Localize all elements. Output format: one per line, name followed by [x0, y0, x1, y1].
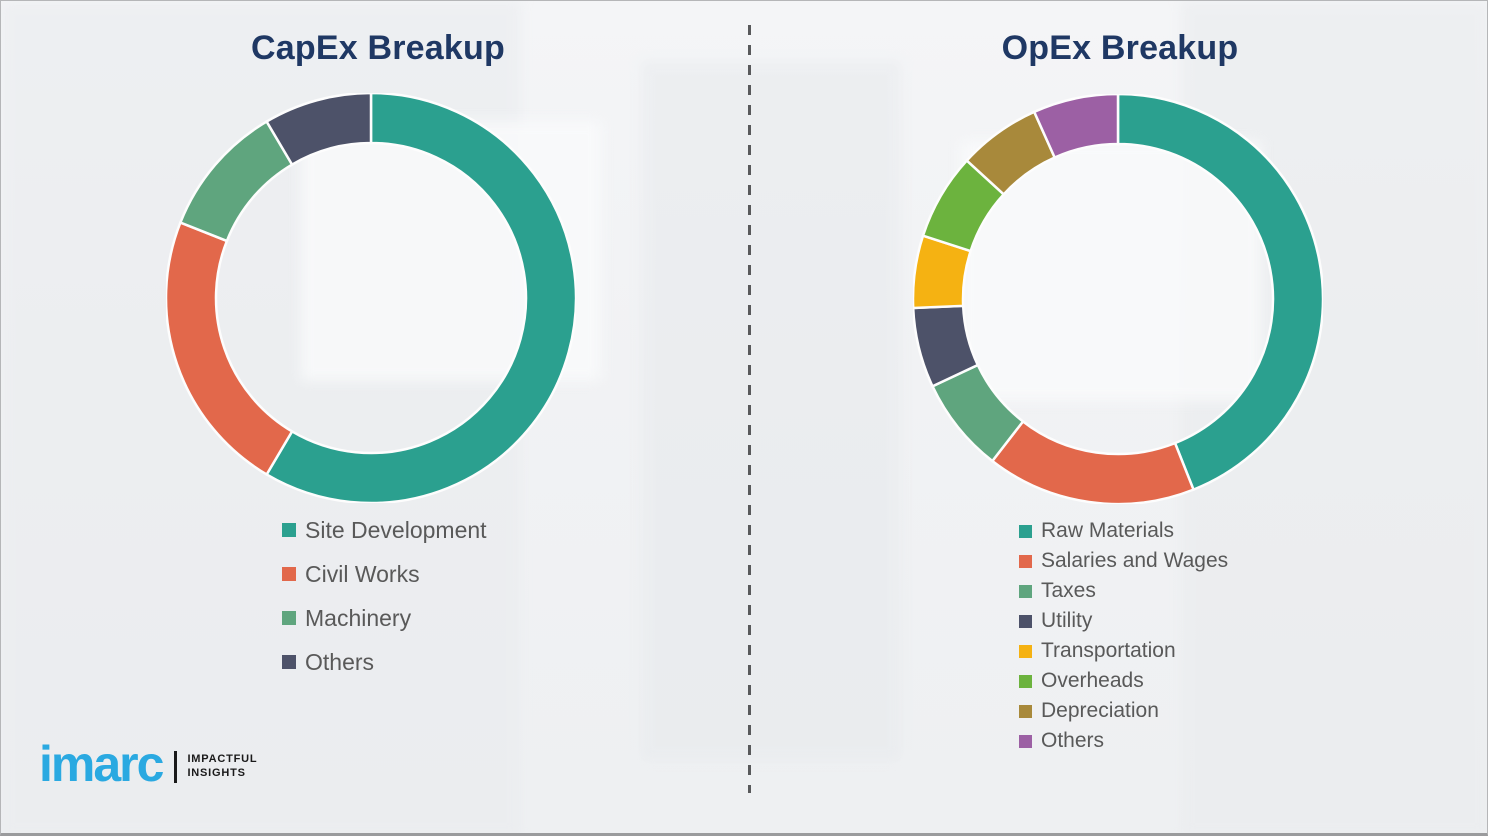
donut-segment-civil-works [164, 220, 294, 477]
capex-legend: Site Development Civil Works Machinery Othe… [282, 508, 487, 684]
legend-swatch [1019, 674, 1032, 688]
legend-item-machinery: Machinery [282, 596, 487, 640]
legend-item-site-development: Site Development [282, 508, 487, 552]
donut-svg [164, 91, 578, 505]
background-photo-wash [641, 61, 901, 761]
imarc-logo-divider-bar [174, 751, 178, 783]
donut-segment-salaries-and-wages [990, 419, 1196, 506]
capex-chart-title: CapEx Breakup [251, 29, 505, 67]
legend-label: Taxes [1041, 579, 1096, 602]
legend-swatch [282, 567, 296, 581]
legend-swatch [1019, 584, 1032, 598]
legend-item-others: Others [282, 640, 487, 684]
imarc-tagline-line1: IMPACTFUL [187, 753, 258, 766]
donut-segment-raw-materials [1116, 92, 1325, 492]
legend-swatch [1019, 554, 1032, 568]
donut-segment-machinery [178, 119, 294, 243]
donut-segment-others [1032, 92, 1120, 160]
legend-label: Utility [1041, 609, 1093, 632]
legend-item-civil-works: Civil Works [282, 552, 487, 596]
legend-swatch [282, 655, 296, 669]
legend-item-salaries-and-wages: Salaries and Wages [1019, 546, 1228, 576]
legend-item-utility: Utility [1019, 606, 1228, 636]
legend-item-taxes: Taxes [1019, 576, 1228, 606]
legend-swatch [1019, 704, 1032, 718]
legend-swatch [282, 611, 296, 625]
donut-svg [911, 92, 1325, 506]
donut-segment-others [264, 91, 373, 167]
imarc-tagline-line2: INSIGHTS [187, 767, 246, 779]
legend-item-others: Others [1019, 726, 1228, 756]
legend-label: Others [1041, 729, 1105, 752]
legend-label: Raw Materials [1041, 519, 1175, 542]
legend-label: Site Development [305, 516, 487, 543]
legend-item-transportation: Transportation [1019, 636, 1228, 666]
legend-swatch [1019, 644, 1032, 658]
opex-donut-chart [911, 92, 1325, 506]
opex-legend: Raw Materials Salaries and Wages Taxes Util… [1019, 516, 1228, 756]
legend-swatch [1019, 734, 1032, 748]
legend-item-raw-materials: Raw Materials [1019, 516, 1228, 546]
capex-donut-chart [164, 91, 578, 505]
legend-label: Overheads [1041, 669, 1144, 692]
legend-label: Civil Works [305, 560, 420, 587]
donut-segment-site-development [264, 91, 578, 505]
imarc-logo: imarc IMPACTFUL INSIGHTS [39, 739, 257, 789]
legend-swatch [1019, 524, 1032, 538]
legend-item-depreciation: Depreciation [1019, 696, 1228, 726]
legend-label: Machinery [305, 604, 412, 631]
legend-label: Salaries and Wages [1041, 549, 1229, 572]
imarc-logo-tagline: IMPACTFUL INSIGHTS [187, 753, 257, 781]
legend-label: Transportation [1041, 639, 1176, 662]
imarc-logo-wordmark: imarc [39, 736, 164, 792]
legend-label: Others [305, 648, 375, 675]
legend-item-overheads: Overheads [1019, 666, 1228, 696]
legend-swatch [282, 523, 296, 537]
legend-label: Depreciation [1041, 699, 1159, 722]
dashed-divider [748, 25, 751, 793]
legend-swatch [1019, 614, 1032, 628]
opex-chart-title: OpEx Breakup [1001, 29, 1239, 67]
